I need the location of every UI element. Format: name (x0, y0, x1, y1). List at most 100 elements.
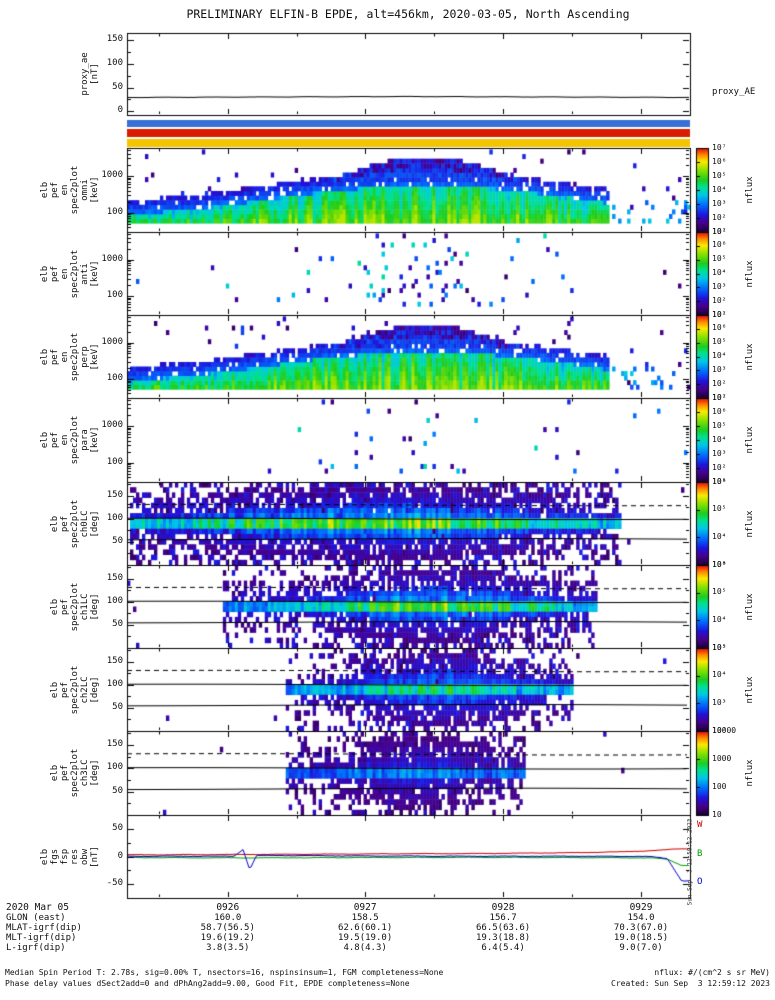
proxy-ae-right-label: proxy_AE (712, 87, 756, 97)
ytick-ch1: 100 (106, 595, 123, 606)
row-label-l: L-igrf(dip) (6, 943, 66, 953)
xrow-value: 3.8(3.5) (206, 943, 250, 953)
colorbar-tick-perp: 10⁵ (712, 337, 727, 347)
xrow-value: 158.5 (351, 913, 379, 923)
xrow-value: 156.7 (489, 913, 517, 923)
page-title: PRELIMINARY ELFIN-B EPDE, alt=456km, 202… (186, 7, 630, 21)
xrow-value: 160.0 (214, 913, 242, 923)
ytick-ch0: 100 (106, 512, 123, 523)
ylabel-omni: elb pef en spec2plot omni [keV] (40, 165, 100, 215)
xrow-value: 4.8(4.3) (343, 943, 387, 953)
colorbar-tick-ch2: 10⁴ (712, 670, 727, 680)
ytick-para: 100 (106, 456, 123, 467)
ytick-ch0: 150 (106, 489, 123, 500)
colorbar-title-anti: nflux (745, 259, 756, 288)
colorbar-tick-anti: 10⁶ (712, 240, 727, 250)
colorbar-tick-ch3: 1000 (712, 753, 732, 763)
xtick-time: 0929 (629, 902, 653, 913)
colorbar-title-ch2: nflux (745, 675, 756, 704)
xrow-value: 6.4(5.4) (481, 943, 525, 953)
ytick-anti: 1000 (101, 253, 123, 264)
ytick-ch2: 150 (106, 655, 123, 666)
colorbar-tick-ch1: 10⁴ (712, 614, 727, 624)
ytick-ch0: 50 (112, 535, 123, 546)
colorbar-tick-ch3: 10000 (712, 725, 737, 735)
legend-w-label: W (697, 820, 703, 830)
ylabel-para: elb pef en spec2plot para [keV] (40, 415, 100, 465)
colorbar-title-perp: nflux (745, 342, 756, 371)
colorbar-tick-ch1: 10⁶ (712, 559, 727, 569)
ylabel-ch1: elb pef spec2plot ch1LC [deg] (50, 582, 100, 631)
xtick-time: 0928 (491, 902, 515, 913)
ylabel-ch3: elb pef spec2plot ch3LC [deg] (50, 748, 100, 798)
colorbar-tick-ch2: 10² (712, 725, 727, 735)
xrow-value: 19.0(18.5) (613, 933, 669, 943)
ytick-ch1: 50 (112, 618, 123, 629)
colorbar-title-omni: nflux (745, 176, 756, 204)
ytick-perp: 100 (106, 372, 123, 383)
colorbar-tick-para: 10³ (712, 448, 727, 458)
footer-created: Created: Sun Sep 3 12:59:12 2023 (611, 979, 770, 988)
ytick-ch2: 100 (106, 678, 123, 689)
colorbar-tick-omni: 10⁵ (712, 170, 727, 180)
colorbar-tick-perp: 10¹ (712, 392, 727, 402)
colorbar-tick-perp: 10⁶ (712, 323, 727, 333)
colorbar-title-para: nflux (745, 426, 756, 454)
colorbar-tick-para: 10⁴ (712, 434, 727, 444)
colorbar-tick-ch1: 10⁵ (712, 587, 727, 597)
ytick-ch3: 100 (106, 762, 123, 773)
xrow-value: 70.3(67.0) (613, 923, 669, 933)
colorbar-tick-perp: 10⁷ (712, 309, 727, 319)
footer-units: nflux: #/(cm^2 s sr MeV) (654, 968, 770, 977)
colorbar-tick-anti: 10⁷ (712, 226, 727, 236)
date-label: 2020 Mar 05 (6, 902, 69, 913)
colorbar-tick-ch3: 10 (712, 809, 722, 819)
colorbar-title-ch0: nflux (745, 509, 756, 538)
colorbar-title-ch3: nflux (745, 759, 756, 787)
xrow-value: 9.0(7.0) (619, 943, 663, 953)
colorbar-tick-anti: 10⁴ (712, 268, 727, 277)
ytick-ch3: 50 (112, 785, 123, 796)
ylabel-proxy: proxy_ae [nT] (80, 52, 100, 96)
colorbar-tick-ch1: 10³ (712, 642, 727, 652)
xtick-time: 0926 (216, 902, 240, 913)
colorbar-tick-ch2: 10³ (712, 697, 727, 707)
colorbar-tick-ch0: 10³ (712, 559, 727, 569)
colorbar-tick-omni: 10² (712, 212, 727, 222)
ylabel-perp: elb pef en spec2plot perp [keV] (40, 332, 100, 381)
colorbar-tick-para: 10² (712, 462, 727, 472)
colorbar-tick-omni: 10³ (712, 198, 727, 208)
ytick-proxy: 150 (106, 34, 123, 45)
ytick-ch3: 150 (106, 739, 123, 749)
ylabel-ch0: elb pef spec2plot ch0LC [deg] (50, 499, 100, 548)
colorbar-tick-ch0: 10⁵ (712, 504, 727, 514)
legend-b-label: B (697, 849, 703, 859)
ytick-ch1: 150 (106, 572, 123, 583)
xrow-value: 19.5(19.0) (338, 933, 393, 943)
colorbar-tick-omni: 10⁶ (712, 156, 727, 166)
colorbar-title-ch1: nflux (745, 592, 756, 621)
ylabel-anti: elb pef en spec2plot anti [keV] (40, 249, 100, 298)
ytick-omni: 100 (106, 206, 123, 217)
colorbar-tick-omni: 10⁷ (712, 142, 727, 152)
colorbar-tick-anti: 10³ (712, 281, 727, 291)
colorbar-tick-anti: 10² (712, 295, 727, 305)
colorbar-tick-para: 10⁶ (712, 406, 727, 416)
xrow-value: 19.3(18.8) (475, 933, 531, 943)
colorbar-tick-para: 10⁵ (712, 420, 727, 430)
colorbar-tick-perp: 10³ (712, 364, 727, 374)
colorbar-tick-omni: 10¹ (712, 226, 727, 236)
xrow-value: 66.5(63.6) (475, 923, 531, 933)
ytick-proxy: 100 (106, 57, 123, 68)
row-label-mlt: MLT-igrf(dip) (6, 933, 77, 943)
colorbar-tick-ch0: 10⁴ (712, 531, 727, 541)
colorbar-tick-anti: 10⁵ (712, 254, 727, 264)
colorbar-tick-ch2: 10⁵ (712, 642, 727, 652)
xrow-value: 62.6(60.1) (338, 923, 393, 933)
colorbar-tick-para: 10¹ (712, 476, 727, 486)
colorbar-tick-para: 10⁷ (712, 392, 727, 402)
ylabel-ch2: elb pef spec2plot ch2LC [deg] (50, 665, 100, 714)
ytick-anti: 100 (106, 289, 123, 300)
ytick-obw: 0 (117, 850, 123, 861)
